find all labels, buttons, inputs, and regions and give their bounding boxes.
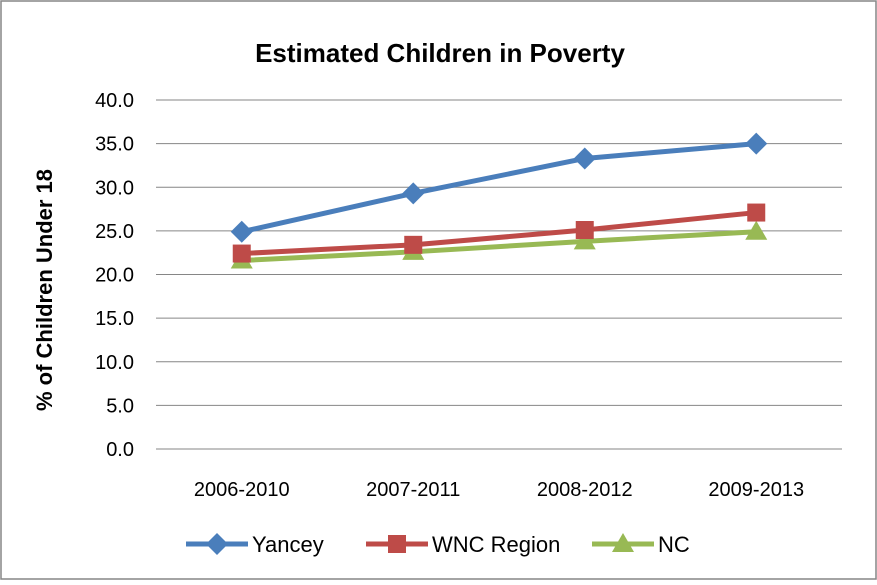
data-point (232, 244, 251, 263)
y-tick-label: 0.0 (106, 439, 134, 461)
x-tick-label: 2006-2010 (194, 479, 290, 501)
y-tick-label: 15.0 (95, 308, 134, 330)
data-point (402, 182, 425, 205)
legend-label: Yancey (252, 532, 324, 557)
data-point (404, 235, 423, 254)
data-point (230, 220, 253, 243)
y-tick-label: 25.0 (95, 221, 134, 243)
series-line (241, 210, 757, 257)
x-tick-label: 2008-2012 (537, 479, 633, 501)
series-line (241, 141, 757, 235)
legend-label: NC (658, 532, 690, 557)
data-point (575, 221, 594, 240)
y-tick-label: 20.0 (95, 265, 134, 287)
data-point (745, 132, 768, 155)
legend-marker (206, 533, 228, 555)
y-tick-label: 10.0 (95, 352, 134, 374)
legend-item: Yancey (186, 532, 324, 557)
legend-label: WNC Region (432, 532, 560, 557)
legend-marker (612, 533, 634, 552)
legend-item: WNC Region (366, 532, 560, 557)
y-tick-label: 35.0 (95, 134, 134, 156)
data-point (745, 220, 768, 240)
y-axis-ticks: 0.0 5.0 10.0 15.0 20.0 25.0 30.0 35.0 40.0 (95, 90, 134, 461)
series-yancey (230, 132, 768, 243)
data-point (747, 203, 766, 222)
y-tick-label: 40.0 (95, 90, 134, 112)
y-axis-label: % of Children Under 18 (32, 169, 57, 411)
legend-marker (388, 535, 406, 553)
data-point (573, 230, 596, 250)
y-tick-label: 5.0 (106, 395, 134, 417)
x-tick-label: 2009-2013 (708, 479, 804, 501)
series-line (241, 229, 757, 264)
x-tick-label: 2007-2011 (366, 479, 460, 501)
x-axis-ticks: 2006-2010 2007-2011 2008-2012 2009-2013 (194, 479, 804, 501)
series-lines (230, 132, 768, 269)
legend: Yancey WNC Region NC (186, 532, 690, 557)
legend-item: NC (592, 532, 690, 557)
series-wnc-region (232, 203, 766, 263)
y-tick-label: 30.0 (95, 177, 134, 199)
data-point (573, 147, 596, 170)
chart-title: Estimated Children in Poverty (255, 38, 625, 68)
